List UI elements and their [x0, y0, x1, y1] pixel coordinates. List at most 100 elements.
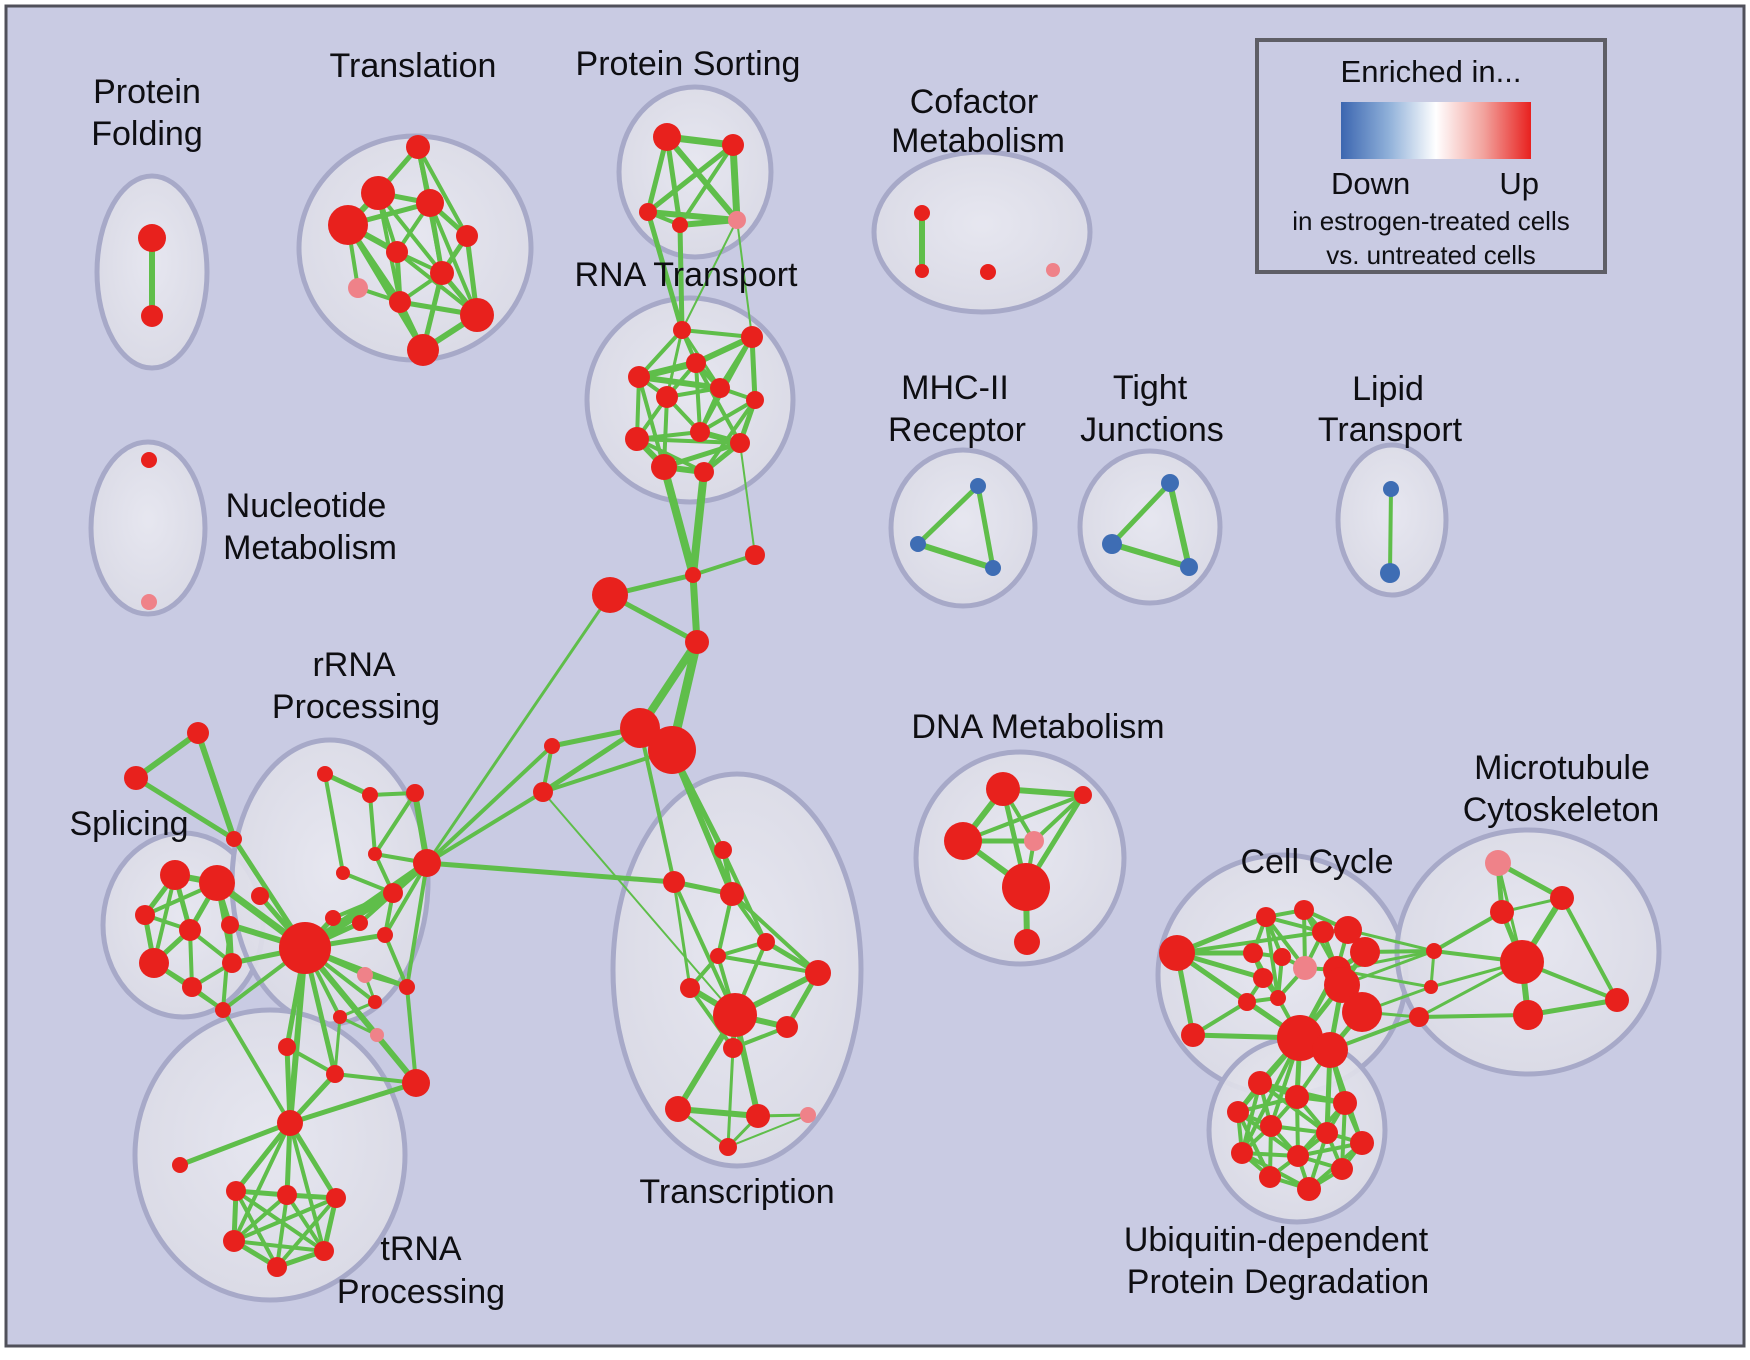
- cluster-cm-label: Metabolism: [891, 122, 1065, 160]
- cluster-trn-label: Processing: [337, 1273, 505, 1311]
- gene-set-node: [1513, 1000, 1543, 1030]
- gene-set-node: [648, 726, 696, 774]
- cluster-cm-ellipse: [871, 149, 1093, 315]
- gene-set-node: [1350, 937, 1380, 967]
- edge: [1167, 480, 1192, 570]
- gene-set-node: [986, 772, 1020, 806]
- gene-set-node: [1243, 943, 1263, 963]
- cluster-mhc-ellipse: [888, 447, 1038, 609]
- edge: [1346, 928, 1436, 953]
- gene-set-node: [413, 849, 441, 877]
- gene-set-node: [1293, 956, 1317, 980]
- edge: [333, 1015, 342, 1076]
- gene-set-node: [745, 545, 765, 565]
- gene-set-node: [805, 960, 831, 986]
- gene-set-node: [665, 1096, 691, 1122]
- gene-set-node: [672, 217, 688, 233]
- cluster-ub-label: Ubiquitin-dependent: [1124, 1221, 1429, 1259]
- gene-set-node: [719, 1138, 737, 1156]
- gene-set-node: [1312, 1032, 1348, 1068]
- gene-set-node: [757, 933, 775, 951]
- gene-set-node: [685, 630, 709, 654]
- edge: [1525, 997, 1620, 1018]
- cluster-lt-label: Lipid: [1352, 370, 1424, 408]
- edge: [345, 222, 426, 353]
- edge: [694, 361, 702, 434]
- edge: [416, 145, 469, 238]
- gene-set-node: [160, 860, 190, 890]
- gene-set-node: [1605, 988, 1629, 1012]
- edge: [689, 468, 708, 579]
- edge: [961, 793, 1085, 843]
- edge: [133, 730, 201, 781]
- gene-set-node: [377, 927, 393, 943]
- gene-set-node: [625, 427, 649, 451]
- edge: [287, 1080, 419, 1126]
- gene-set-node: [226, 1181, 246, 1201]
- edge: [691, 553, 757, 577]
- edge: [1335, 949, 1436, 972]
- edge: [234, 1189, 279, 1269]
- edge: [232, 1121, 292, 1243]
- edge: [232, 1193, 289, 1243]
- cluster-rna-label: RNA Transport: [575, 256, 799, 294]
- edge: [702, 398, 757, 474]
- legend-axis-labels: Down Up: [1331, 166, 1539, 202]
- gene-set-node: [251, 887, 269, 905]
- legend-box: Enriched in... Down Up in estrogen-treat…: [1255, 38, 1607, 274]
- gene-set-node: [1424, 980, 1438, 994]
- gene-set-node: [1383, 481, 1399, 497]
- edge: [323, 772, 345, 875]
- gene-set-node: [389, 291, 411, 313]
- gene-set-node: [402, 1069, 430, 1097]
- gene-set-node: [124, 766, 148, 790]
- edge: [730, 892, 820, 975]
- gene-set-node: [278, 1038, 296, 1056]
- gene-set-node: [800, 1107, 816, 1123]
- gene-set-node: [416, 189, 444, 217]
- gene-set-node: [1273, 948, 1291, 966]
- gene-set-node: [386, 241, 408, 263]
- gene-set-node: [1159, 935, 1195, 971]
- gene-set-node: [776, 1016, 798, 1038]
- gene-set-node: [720, 882, 744, 906]
- edge: [645, 209, 685, 333]
- gene-set-node: [326, 1188, 346, 1208]
- gene-set-node: [277, 1185, 297, 1205]
- cluster-rr-label: Processing: [272, 688, 440, 726]
- edge: [664, 134, 740, 223]
- gene-set-node: [314, 1241, 334, 1261]
- edge: [1560, 896, 1619, 1002]
- cluster-nm-label: Nucleotide: [226, 487, 387, 525]
- cluster-lt-label: Transport: [1318, 411, 1463, 449]
- gene-set-node: [915, 264, 929, 278]
- gene-set-node: [326, 1065, 344, 1083]
- gene-set-node: [620, 708, 660, 748]
- gene-set-node: [1014, 929, 1040, 955]
- gene-set-node: [139, 948, 169, 978]
- edge: [428, 201, 479, 317]
- edge: [1417, 1013, 1530, 1019]
- cluster-mhc-label: MHC-II: [901, 369, 1009, 407]
- edge: [275, 1196, 338, 1269]
- gene-set-node: [179, 919, 201, 941]
- gene-set-node: [226, 831, 242, 847]
- cluster-nm-ellipse: [88, 439, 208, 617]
- edge: [638, 726, 676, 884]
- gene-set-node: [1180, 558, 1198, 576]
- edge: [739, 442, 756, 556]
- gene-set-node: [970, 478, 986, 494]
- edge: [635, 437, 706, 474]
- gene-set-node: [690, 422, 710, 442]
- legend-gradient-bar: [1341, 102, 1531, 159]
- gene-set-node: [1312, 921, 1334, 943]
- edge: [425, 593, 612, 865]
- gene-set-node: [279, 922, 331, 974]
- cluster-tl-label: Translation: [330, 47, 497, 85]
- edge: [677, 222, 685, 333]
- edge: [1240, 1081, 1262, 1155]
- gene-set-node: [728, 211, 746, 229]
- cluster-mt-label: Microtubule: [1474, 749, 1650, 787]
- edge: [1174, 950, 1303, 1041]
